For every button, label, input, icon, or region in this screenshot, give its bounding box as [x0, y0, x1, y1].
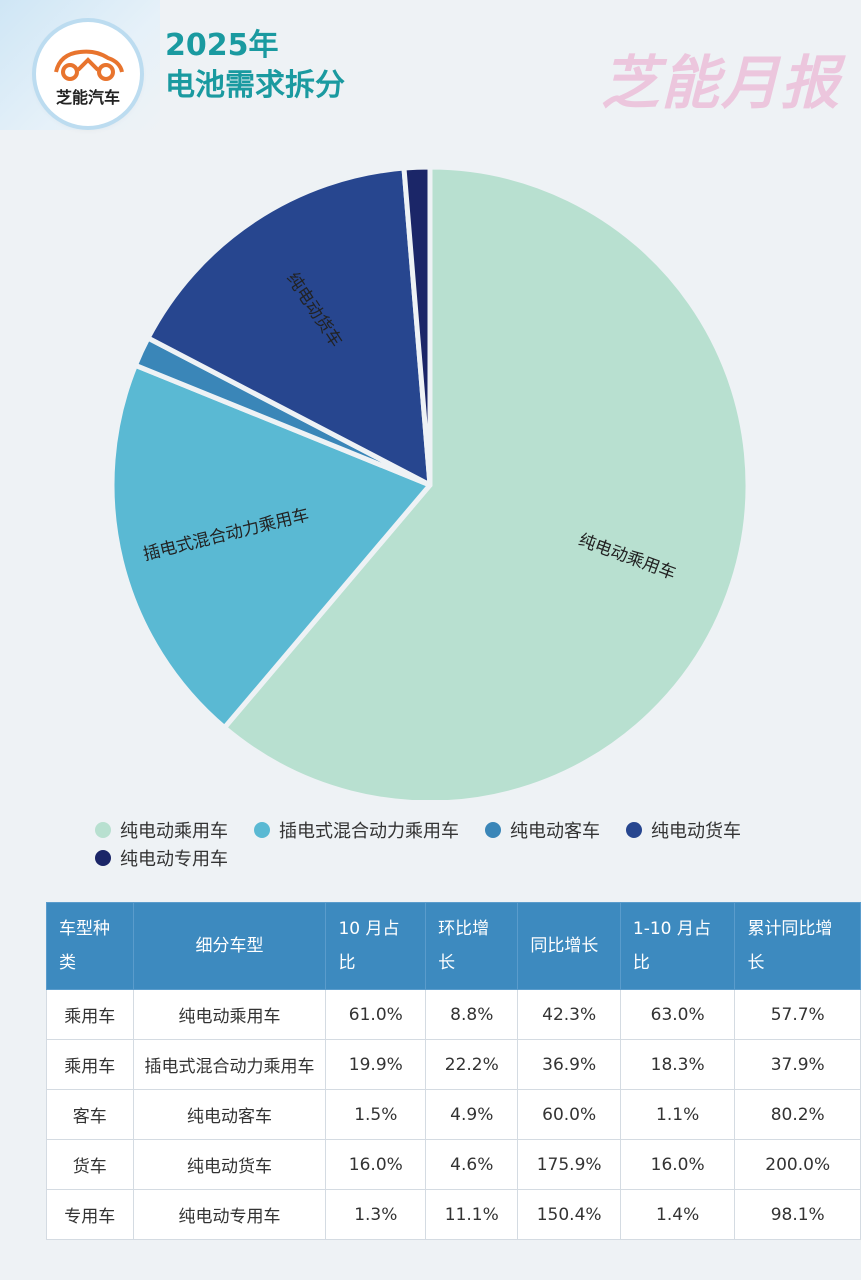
legend-label: 纯电动乘用车 — [120, 821, 228, 842]
table-cell: 插电式混合动力乘用车 — [132, 1039, 327, 1090]
table-row: 专用车 纯电动专用车 1.3% 11.1% 150.4% 1.4% 98.1% — [46, 1189, 861, 1240]
table-cell: 4.9% — [425, 1089, 519, 1140]
legend-item[interactable]: 纯电动客车 — [485, 816, 600, 844]
table-cell: 150.4% — [517, 1189, 621, 1240]
brand-watermark: 芝能月报 — [600, 49, 841, 117]
page-title: 2025年 电池需求拆分 — [165, 26, 345, 106]
table-cell: 37.9% — [734, 1039, 861, 1090]
table-header-row: 车型种类 细分车型 10 月占比 环比增长 同比增长 1-10 月占比 累计同比增长 — [46, 902, 861, 990]
table-cell: 纯电动客车 — [132, 1089, 327, 1140]
legend-item[interactable]: 插电式混合动力乘用车 — [254, 816, 459, 844]
table-cell: 36.9% — [517, 1039, 621, 1090]
table-header-cell: 同比增长 — [517, 902, 621, 990]
legend-item[interactable]: 纯电动专用车 — [95, 844, 228, 872]
table-cell: 80.2% — [734, 1089, 861, 1140]
table-cell: 货车 — [46, 1139, 134, 1190]
car-logo-icon — [54, 49, 124, 81]
table-cell: 1.1% — [619, 1089, 736, 1140]
table-cell: 16.0% — [325, 1139, 427, 1190]
table-header-cell: 车型种类 — [46, 902, 134, 990]
table-cell: 63.0% — [619, 989, 736, 1040]
table-header-cell: 细分车型 — [132, 902, 327, 990]
table-cell: 16.0% — [619, 1139, 736, 1190]
legend-item[interactable]: 纯电动乘用车 — [95, 816, 228, 844]
data-table: 车型种类 细分车型 10 月占比 环比增长 同比增长 1-10 月占比 累计同比增长 乘用车… — [46, 902, 861, 1240]
table-cell: 200.0% — [734, 1139, 861, 1190]
legend-item[interactable]: 纯电动货车 — [626, 816, 741, 844]
table-cell: 18.3% — [619, 1039, 736, 1090]
legend-label: 插电式混合动力乘用车 — [279, 821, 459, 842]
table-cell: 11.1% — [425, 1189, 519, 1240]
table-cell: 61.0% — [325, 989, 427, 1040]
legend-label: 纯电动客车 — [510, 821, 600, 842]
legend-swatch — [485, 822, 501, 838]
table-row: 乘用车 插电式混合动力乘用车 19.9% 22.2% 36.9% 18.3% 37.9% — [46, 1039, 861, 1090]
title-line-2: 电池需求拆分 — [165, 68, 345, 103]
table-cell: 57.7% — [734, 989, 861, 1040]
table-row: 货车 纯电动货车 16.0% 4.6% 175.9% 16.0% 200.0% — [46, 1139, 861, 1190]
table-cell: 22.2% — [425, 1039, 519, 1090]
table-cell: 1.4% — [619, 1189, 736, 1240]
table-cell: 纯电动专用车 — [132, 1189, 327, 1240]
pie-chart: 纯电动乘用车 插电式混合动力乘用车 纯电动货车 — [0, 150, 861, 806]
logo — [36, 22, 140, 126]
table-cell: 客车 — [46, 1089, 134, 1140]
table-header-cell: 1-10 月占比 — [619, 902, 736, 990]
legend-label: 纯电动货车 — [651, 821, 741, 842]
table-body: 乘用车 纯电动乘用车 61.0% 8.8% 42.3% 63.0% 57.7% 乘用车 插电式混… — [46, 989, 861, 1240]
pie-slice-4 — [401, 164, 433, 488]
table-header-cell: 环比增长 — [425, 902, 519, 990]
table-header-cell: 10 月占比 — [325, 902, 427, 990]
table-cell: 42.3% — [517, 989, 621, 1040]
table-cell: 175.9% — [517, 1139, 621, 1190]
legend-swatch — [95, 850, 111, 866]
pie-slice-1 — [109, 362, 433, 731]
header: 芝能汽车 2025年 电池需求拆分 芝能月报 — [0, 0, 861, 135]
table-cell: 8.8% — [425, 989, 519, 1040]
pie-slice-3 — [145, 165, 433, 488]
table-header-cell: 累计同比增长 — [734, 902, 861, 990]
legend-swatch — [626, 822, 642, 838]
table-cell: 乘用车 — [46, 1039, 134, 1090]
table-cell: 专用车 — [46, 1189, 134, 1240]
legend-swatch — [95, 822, 111, 838]
table-cell: 60.0% — [517, 1089, 621, 1140]
table-cell: 19.9% — [325, 1039, 427, 1090]
table-row: 乘用车 纯电动乘用车 61.0% 8.8% 42.3% 63.0% 57.7% — [46, 989, 861, 1040]
table-cell: 98.1% — [734, 1189, 861, 1240]
table-cell: 乘用车 — [46, 989, 134, 1040]
table-cell: 纯电动乘用车 — [132, 989, 327, 1040]
table-row: 客车 纯电动客车 1.5% 4.9% 60.0% 1.1% 80.2% — [46, 1089, 861, 1140]
legend-label: 纯电动专用车 — [120, 849, 228, 870]
table-cell: 4.6% — [425, 1139, 519, 1190]
title-line-1: 2025年 — [165, 28, 279, 63]
logo-text: 芝能汽车 — [55, 88, 120, 107]
table-cell: 纯电动货车 — [132, 1139, 327, 1190]
table-cell: 1.5% — [325, 1089, 427, 1140]
table-cell: 1.3% — [325, 1189, 427, 1240]
legend-swatch — [254, 822, 270, 838]
chart-legend: 纯电动乘用车 插电式混合动力乘用车 纯电动客车 纯电动货车纯电动专用车 — [95, 816, 815, 872]
